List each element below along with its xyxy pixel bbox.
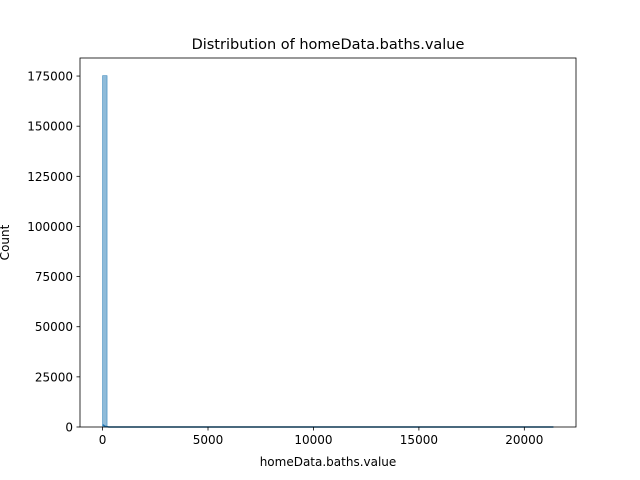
y-tick-label-150000: 150000 (27, 120, 73, 134)
y-tick-label-75000: 75000 (35, 270, 73, 284)
y-tick-label-25000: 25000 (35, 370, 73, 384)
plot-frame (79, 57, 577, 428)
x-axis-label: homeData.baths.value (260, 455, 397, 469)
y-tick-label-0: 0 (65, 421, 73, 435)
x-tick-label-5000: 5000 (193, 433, 224, 447)
x-tick-label-20000: 20000 (505, 433, 543, 447)
histogram-bar-0 (102, 75, 108, 428)
chart-title: Distribution of homeData.baths.value (192, 37, 465, 53)
y-tick-label-125000: 125000 (27, 170, 73, 184)
x-tick-label-15000: 15000 (400, 433, 438, 447)
x-axis-ticks: 0 5000 10000 15000 20000 (99, 427, 543, 447)
x-tick-label-10000: 10000 (294, 433, 332, 447)
y-axis-ticks: 0 25000 50000 75000 100000 125000 150000 175000 (27, 70, 80, 435)
y-tick-label-50000: 50000 (35, 320, 73, 334)
x-tick-label-0: 0 (99, 433, 107, 447)
bars-layer (102, 75, 108, 428)
y-tick-label-175000: 175000 (27, 70, 73, 84)
y-axis-label: Count (0, 224, 12, 260)
y-tick-label-100000: 100000 (27, 220, 73, 234)
